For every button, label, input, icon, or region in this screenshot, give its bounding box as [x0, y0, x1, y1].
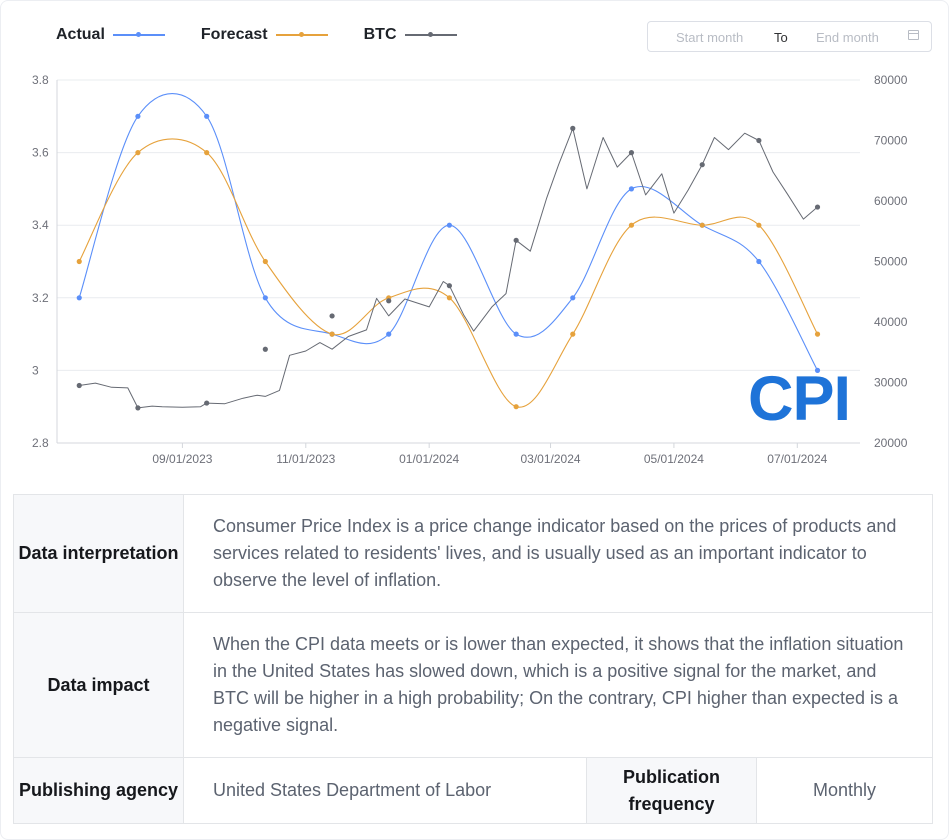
legend-item-forecast[interactable]: Forecast	[201, 26, 328, 44]
y-left-tick-label: 3.6	[32, 146, 49, 160]
point-actual	[135, 113, 141, 119]
legend-swatch-actual	[112, 28, 165, 42]
agency-label: Publishing agency	[13, 757, 184, 824]
point-btc	[513, 237, 519, 243]
point-actual	[262, 295, 268, 301]
y-right-tick-label: 50000	[874, 255, 908, 269]
point-actual	[76, 295, 82, 301]
point-forecast	[76, 258, 82, 265]
point-btc	[628, 150, 635, 156]
y-right-tick-label: 40000	[874, 315, 908, 329]
point-forecast	[262, 258, 268, 265]
point-btc	[76, 382, 82, 389]
x-tick-label: 01/01/2024	[399, 452, 459, 466]
point-forecast	[814, 331, 821, 337]
cpi-watermark: CPI	[748, 364, 851, 434]
grid-lines	[57, 79, 860, 444]
point-forecast	[135, 150, 141, 156]
y-left-tick-label: 2.8	[32, 436, 49, 450]
point-forecast	[570, 331, 576, 337]
impact-label: Data impact	[13, 612, 184, 758]
point-actual	[570, 295, 576, 301]
y-right-tick-label: 70000	[874, 134, 908, 148]
point-btc	[446, 283, 452, 289]
legend-label-btc: BTC	[363, 26, 397, 43]
point-btc	[570, 125, 576, 131]
y-right-tick-label: 30000	[874, 376, 908, 390]
range-separator: To	[774, 30, 788, 45]
info-table: Data interpretation Consumer Price Index…	[13, 494, 934, 824]
point-forecast	[628, 222, 635, 228]
point-forecast	[329, 331, 335, 337]
point-forecast	[204, 150, 210, 156]
frequency-value: Monthly	[755, 757, 934, 824]
point-actual	[628, 186, 635, 192]
point-actual	[204, 113, 210, 119]
agency-value: United States Department of Labor	[183, 757, 587, 824]
point-actual	[446, 222, 452, 228]
y-left-tick-label: 3.4	[32, 218, 49, 232]
point-btc	[329, 313, 335, 319]
x-tick-label: 07/01/2024	[767, 452, 827, 466]
point-btc	[814, 204, 821, 210]
interpretation-text: Consumer Price Index is a price change i…	[182, 494, 934, 613]
chart-legend: Actual Forecast BTC	[56, 22, 493, 48]
point-forecast	[513, 404, 519, 410]
point-forecast	[699, 222, 705, 228]
point-actual	[513, 331, 519, 337]
point-btc	[386, 298, 392, 304]
point-actual	[814, 367, 821, 373]
legend-label-forecast: Forecast	[200, 26, 268, 43]
month-range-picker[interactable]: Start month To End month	[647, 21, 932, 52]
end-month-input[interactable]: End month	[816, 30, 879, 45]
point-forecast	[446, 295, 452, 301]
y-left-tick-label: 3	[32, 363, 39, 377]
point-btc	[135, 405, 141, 411]
series-line-actual	[78, 93, 818, 371]
series	[76, 93, 821, 411]
legend-swatch-btc	[404, 28, 457, 42]
legend-item-actual[interactable]: Actual	[56, 26, 165, 44]
y-left-tick-label: 3.2	[32, 291, 49, 305]
calendar-icon[interactable]	[908, 30, 919, 40]
y-left-tick-label: 3.8	[32, 73, 49, 87]
axes: 2.8 3 3.2 3.4 3.6 3.8 20000 30000 40000 50000 6000…	[32, 73, 908, 466]
cpi-btc-chart: 2.8 3 3.2 3.4 3.6 3.8 20000 30000 40000 50000 6000…	[32, 73, 908, 466]
interpretation-label: Data interpretation	[13, 494, 184, 613]
point-btc	[699, 162, 705, 168]
point-forecast	[756, 222, 762, 228]
impact-text: When the CPI data meets or is lower than…	[182, 612, 934, 758]
y-right-tick-label: 20000	[874, 436, 908, 450]
series-line-forecast	[78, 138, 818, 408]
frequency-label: Publication frequency	[586, 757, 757, 824]
point-btc	[756, 137, 762, 144]
point-actual	[386, 331, 392, 337]
legend-label-actual: Actual	[56, 26, 105, 43]
point-btc	[262, 346, 268, 352]
series-line-btc	[79, 127, 818, 409]
start-month-input[interactable]: Start month	[676, 30, 744, 45]
point-actual	[756, 258, 762, 265]
legend-swatch-forecast	[275, 28, 328, 42]
y-right-tick-label: 60000	[874, 194, 908, 208]
x-tick-label: 11/01/2023	[276, 452, 335, 466]
legend-item-btc[interactable]: BTC	[364, 26, 457, 44]
y-right-tick-label: 80000	[874, 73, 908, 87]
x-tick-label: 03/01/2024	[521, 452, 581, 466]
point-btc	[204, 400, 210, 406]
x-tick-label: 09/01/2023	[152, 452, 212, 466]
x-tick-label: 05/01/2024	[644, 452, 704, 466]
